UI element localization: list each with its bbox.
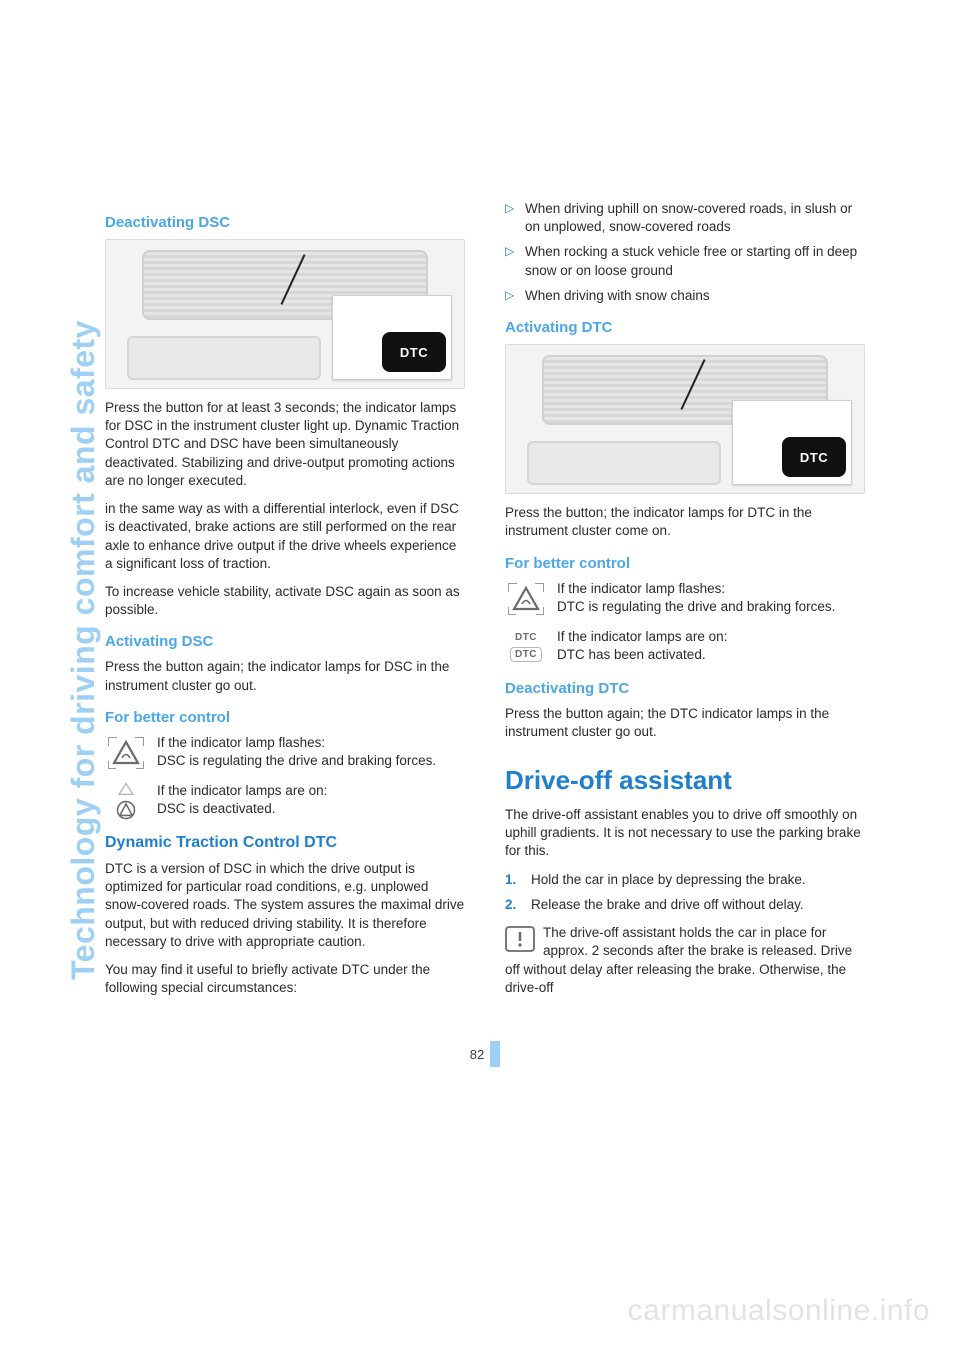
indicator-row: If the indicator lamps are on: DSC is de…: [105, 782, 465, 820]
skid-warning-icon: [505, 580, 547, 618]
section-side-label: Technology for driving comfort and safet…: [65, 320, 102, 980]
list-item: 2.Release the brake and drive off withou…: [505, 896, 865, 914]
para: Press the button again; the DTC indicato…: [505, 705, 865, 741]
indicator-text: DTC has been activated.: [557, 647, 706, 662]
dtc-button-label: DTC: [782, 437, 846, 477]
warning-para: The drive-off assistant holds the car in…: [505, 924, 865, 997]
watermark: carmanualsonline.info: [628, 1294, 930, 1328]
heading-drive-off-assistant: Drive-off assistant: [505, 765, 865, 796]
para: Press the button for at least 3 seconds;…: [105, 399, 465, 490]
dsc-off-icon: [105, 782, 147, 820]
steps-list: 1.Hold the car in place by depressing th…: [505, 871, 865, 914]
list-item: 1.Hold the car in place by depressing th…: [505, 871, 865, 889]
indicator-row: If the indicator lamp flashes: DSC is re…: [105, 734, 465, 772]
dtc-text-icon: DTC: [515, 632, 537, 643]
heading-dynamic-traction-control: Dynamic Traction Control DTC: [105, 834, 465, 852]
list-item: When driving with snow chains: [505, 287, 865, 305]
warning-text: The drive-off assistant holds the car in…: [505, 925, 852, 995]
heading-for-better-control: For better control: [505, 555, 865, 572]
heading-for-better-control: For better control: [105, 709, 465, 726]
caution-icon: [505, 926, 535, 957]
indicator-text: DSC is regulating the drive and braking …: [157, 753, 436, 768]
indicator-text: If the indicator lamp flashes:: [157, 735, 325, 750]
page-number-value: 82: [470, 1047, 484, 1062]
heading-activating-dtc: Activating DTC: [505, 319, 865, 336]
dtc-boxed-icon: DTC: [510, 647, 542, 662]
indicator-text: If the indicator lamp flashes:: [557, 581, 725, 596]
para: To increase vehicle stability, activate …: [105, 583, 465, 619]
heading-deactivating-dsc: Deactivating DSC: [105, 214, 465, 231]
para: Press the button again; the indicator la…: [105, 658, 465, 694]
indicator-text: If the indicator lamps are on:: [557, 629, 727, 644]
indicator-row: DTC DTC If the indicator lamps are on: D…: [505, 628, 865, 666]
para: Press the button; the indicator lamps fo…: [505, 504, 865, 540]
page-number-bar: [490, 1041, 500, 1067]
para: The drive-off assistant enables you to d…: [505, 806, 865, 861]
list-item: When rocking a stuck vehicle free or sta…: [505, 243, 865, 279]
page-content: Deactivating DSC DTC Press the button fo…: [105, 200, 865, 1007]
page-number: 82: [105, 1041, 865, 1067]
skid-warning-icon: [105, 734, 147, 772]
dtc-button-label: DTC: [382, 332, 446, 372]
para: You may find it useful to briefly activa…: [105, 961, 465, 997]
heading-activating-dsc: Activating DSC: [105, 633, 465, 650]
indicator-text: DTC is regulating the drive and braking …: [557, 599, 835, 614]
heading-deactivating-dtc: Deactivating DTC: [505, 680, 865, 697]
list-item: When driving uphill on snow-covered road…: [505, 200, 865, 236]
indicator-text: DSC is deactivated.: [157, 801, 276, 816]
indicator-row: If the indicator lamp flashes: DTC is re…: [505, 580, 865, 618]
para: DTC is a version of DSC in which the dri…: [105, 860, 465, 951]
figure-dtc-button: DTC: [505, 344, 865, 494]
circumstances-list: When driving uphill on snow-covered road…: [505, 200, 865, 305]
dtc-activated-icon: DTC DTC: [505, 628, 547, 666]
indicator-text: If the indicator lamps are on:: [157, 783, 327, 798]
figure-dsc-button: DTC: [105, 239, 465, 389]
para: in the same way as with a differential i…: [105, 500, 465, 573]
